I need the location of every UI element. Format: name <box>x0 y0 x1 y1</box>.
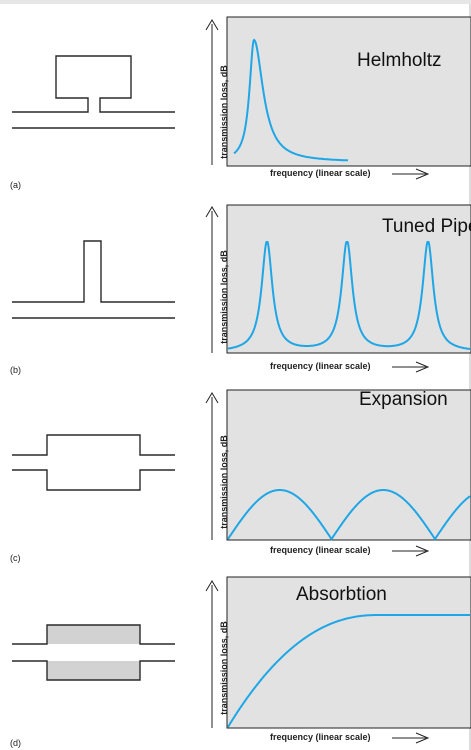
helmholtz-figure <box>12 16 471 180</box>
right-border <box>469 4 471 750</box>
tuned-pipe-figure <box>12 204 471 373</box>
helmholtz-y-label: transmission loss, dB <box>219 65 229 159</box>
absorbtion-plot-area <box>226 576 471 729</box>
tuned-pipe-tag: (b) <box>10 365 21 375</box>
expansion-x-label: frequency (linear scale) <box>270 545 371 555</box>
tuned-pipe-x-label: frequency (linear scale) <box>270 361 371 371</box>
absorbtion-y-arrowhead <box>205 580 219 592</box>
absorbtion-chamber-top <box>47 625 140 644</box>
expansion-schematic-top <box>12 434 175 456</box>
absorbtion-tag: (d) <box>10 738 21 748</box>
expansion-plot-area <box>226 389 471 541</box>
absorbtion-curve <box>227 614 470 728</box>
tuned-pipe-x-arrowhead <box>415 361 430 373</box>
expansion-title: Expansion <box>359 389 448 410</box>
expansion-figure <box>12 389 471 557</box>
absorbtion-chamber-bottom <box>47 661 140 680</box>
tuned-pipe-title: Tuned Pipe <box>382 216 471 237</box>
tuned-pipe-schematic <box>12 240 175 303</box>
expansion-y-label: transmission loss, dB <box>219 435 229 529</box>
expansion-x-arrowhead <box>415 545 430 557</box>
panel-tuned-pipe: Tuned Pipe transmission loss, dB frequen… <box>0 195 471 380</box>
panel-helmholtz: Helmholtz transmission loss, dB frequenc… <box>0 0 471 190</box>
top-border <box>0 0 471 4</box>
absorbtion-schematic-top <box>12 624 175 645</box>
absorbtion-figure <box>12 576 471 744</box>
helmholtz-curve <box>233 38 349 162</box>
expansion-schematic-bottom <box>12 469 175 491</box>
helmholtz-title: Helmholtz <box>357 50 442 71</box>
helmholtz-y-arrowhead <box>205 19 219 31</box>
helmholtz-x-label: frequency (linear scale) <box>270 168 371 178</box>
panel-expansion: Expansion transmission loss, dB frequenc… <box>0 385 471 570</box>
expansion-tag: (c) <box>10 553 21 563</box>
absorbtion-schematic-bottom <box>12 660 175 681</box>
helmholtz-schematic <box>12 55 175 113</box>
expansion-curve <box>227 489 471 541</box>
expansion-y-arrowhead <box>205 392 219 404</box>
panel-absorbtion: Absorbtion transmission loss, dB frequen… <box>0 575 471 750</box>
tuned-pipe-curve <box>227 241 471 350</box>
absorbtion-y-label: transmission loss, dB <box>219 621 229 715</box>
tuned-pipe-y-label: transmission loss, dB <box>219 250 229 344</box>
absorbtion-x-arrowhead <box>415 732 430 744</box>
tuned-pipe-y-arrowhead <box>205 206 219 218</box>
absorbtion-x-label: frequency (linear scale) <box>270 732 371 742</box>
helmholtz-tag: (a) <box>10 180 21 190</box>
helmholtz-x-arrowhead <box>415 168 430 180</box>
absorbtion-title: Absorbtion <box>296 584 387 605</box>
helmholtz-plot-area <box>226 16 471 167</box>
tuned-pipe-plot-area <box>226 204 471 354</box>
